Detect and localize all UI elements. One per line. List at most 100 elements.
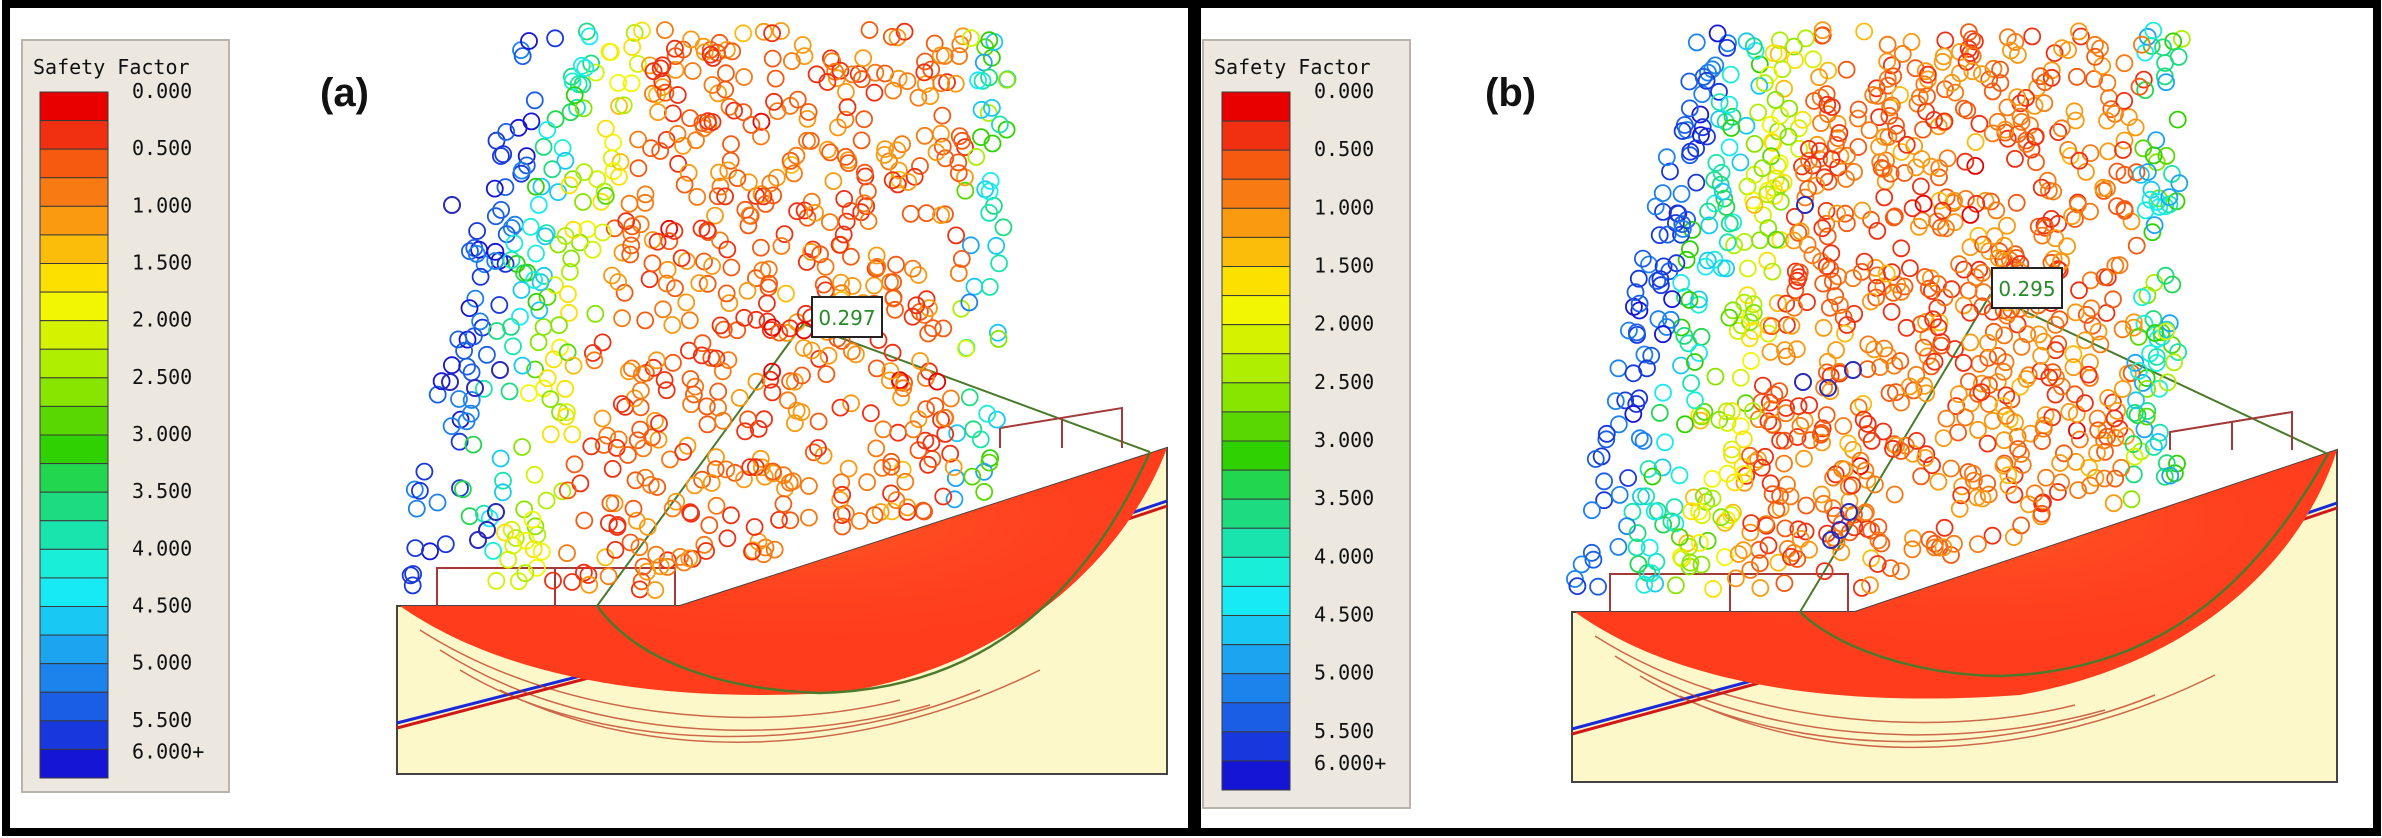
slip-centre-b-dot	[1807, 176, 1826, 195]
slip-centre-b-dot	[1770, 382, 1789, 401]
slip-centre-a-dot	[490, 296, 509, 314]
slip-centre-a-dot	[629, 130, 647, 149]
slip-centre-b-dot	[1912, 467, 1930, 486]
slip-centre-b-dot	[1861, 576, 1879, 594]
slip-centre-b-dot	[1670, 528, 1689, 546]
slip-centre-a-dot	[583, 240, 602, 259]
slip-centre-a-dot	[603, 459, 622, 478]
slip-centre-b-dot	[2095, 469, 2114, 488]
slip-centre-b-dot	[1595, 491, 1613, 510]
slip-centre-b-dot	[1718, 233, 1737, 252]
slip-centre-b-dot	[1771, 487, 1789, 505]
slip-centre-b-dot	[1767, 500, 1786, 519]
slip-centre-b-dot	[1722, 440, 1741, 459]
slip-centre-b-dot	[1919, 65, 1937, 84]
legend-a-label-2: 1.000	[132, 193, 192, 217]
slip-centre-a-dot	[716, 187, 734, 206]
slip-centre-b-dot	[1974, 235, 1992, 254]
slip-centre-b-dot	[1795, 164, 1813, 183]
slip-centre-b-dot	[1965, 471, 1983, 490]
slip-centre-a-dot	[614, 96, 633, 115]
slip-centre-a-dot	[884, 273, 902, 292]
critical-arc-b	[1799, 453, 2330, 678]
slip-centre-a-dot	[460, 507, 479, 526]
slip-centre-b-dot	[1958, 101, 1977, 120]
slip-centre-a-dot	[565, 86, 584, 104]
slip-centre-b-dot	[1858, 360, 1877, 379]
slip-centre-b-dot	[1762, 147, 1780, 166]
slip-centre-a-dot	[664, 104, 682, 123]
slip-centre-a-dot	[766, 69, 785, 88]
slip-centre-a-dot	[933, 106, 952, 125]
slip-centre-b-dot	[1624, 405, 1643, 423]
slip-centre-b-dot	[2169, 343, 2188, 362]
slip-centre-b-dot	[1704, 580, 1722, 598]
slip-centre-b-dot	[1828, 204, 1846, 223]
slip-centre-b-dot	[1791, 530, 1810, 548]
slip-centre-a-dot	[697, 542, 715, 560]
slip-centre-b-dot	[1674, 219, 1692, 238]
slip-centre-b-dot	[1640, 538, 1659, 557]
slip-centre-b-dot	[1788, 428, 1807, 446]
panel-b: Safety Factor 0.000 0.500 1.000 1.500 2.000 2…	[1193, 0, 2381, 836]
slip-centre-b-dot	[2130, 77, 2149, 96]
slip-centre-b-dot	[2128, 406, 2147, 425]
slip-centre-b-dot	[1763, 132, 1781, 151]
slip-centre-a-dot	[608, 516, 627, 534]
slip-centre-b-dot	[2133, 288, 2151, 307]
slip-centre-b-dot	[1705, 250, 1724, 269]
slip-centre-b-dot	[2049, 123, 2068, 142]
slip-centre-b-dot	[1828, 114, 1847, 133]
min-sf-callout-a: 0.297	[811, 296, 883, 338]
slip-centre-b-dot	[2069, 195, 2087, 214]
legend-a-label-6: 3.000	[132, 422, 192, 446]
slip-centre-a-dot	[967, 147, 986, 166]
legend-a-label-3: 1.500	[132, 251, 192, 275]
slip-centre-a-dot	[765, 92, 783, 111]
slip-centre-b-dot	[2125, 403, 2144, 422]
slip-centre-b-dot	[1884, 208, 1903, 227]
slip-centre-b-dot	[1707, 153, 1726, 172]
slip-centre-a-dot	[692, 346, 711, 365]
slip-centre-b-dot	[2012, 516, 2030, 535]
slip-centre-b-dot	[2040, 368, 2059, 387]
slip-centre-a-dot	[743, 542, 761, 561]
slip-centre-b-dot	[1978, 434, 1997, 453]
slip-centre-b-dot	[1878, 52, 1896, 71]
slip-centre-b-dot	[1858, 415, 1877, 433]
slip-centre-b-dot	[1755, 74, 1774, 92]
slip-centre-a-dot	[666, 61, 685, 79]
slip-centre-b-dot	[1997, 406, 2015, 425]
slip-centre-a-dot	[739, 410, 757, 429]
slip-centre-a-dot	[980, 277, 999, 296]
slip-centre-b-dot	[1589, 577, 1607, 596]
slip-centre-a-dot	[428, 385, 447, 404]
slip-centre-b-dot	[1813, 433, 1831, 452]
slip-centre-a-dot	[679, 163, 698, 182]
slip-centre-b-dot	[1777, 294, 1796, 313]
slip-centre-b-dot	[1837, 60, 1856, 79]
slip-centre-b-dot	[1762, 115, 1780, 134]
slip-centre-b-dot	[1744, 303, 1763, 322]
slip-centre-a-dot	[819, 346, 838, 365]
slip-centre-b-dot	[1723, 402, 1741, 421]
slip-centre-b-dot	[1983, 526, 2002, 545]
legend-b-swatch-5	[1221, 236, 1291, 268]
slip-centre-a-dot	[752, 112, 771, 131]
slip-centre-b-dot	[1987, 201, 2006, 220]
slip-centre-b-dot	[2108, 401, 2127, 420]
slip-centre-a-dot	[620, 194, 639, 213]
slip-centre-b-dot	[1597, 424, 1616, 443]
slip-centre-a-dot	[556, 151, 575, 170]
slip-centre-b-dot	[1928, 212, 1946, 231]
legend-a-label-9: 4.500	[132, 594, 192, 618]
slip-centre-b-dot	[1801, 431, 1820, 450]
slip-centre-b-dot	[1914, 120, 1932, 139]
slip-centre-b-dot	[2098, 111, 2116, 130]
slip-centre-a-dot	[833, 485, 852, 504]
slip-centre-a-dot	[831, 398, 850, 417]
slip-centre-a-dot	[722, 258, 741, 277]
slip-centre-a-dot	[978, 404, 997, 423]
slip-centre-b-dot	[1925, 352, 1944, 371]
slip-centre-a-dot	[623, 217, 642, 236]
